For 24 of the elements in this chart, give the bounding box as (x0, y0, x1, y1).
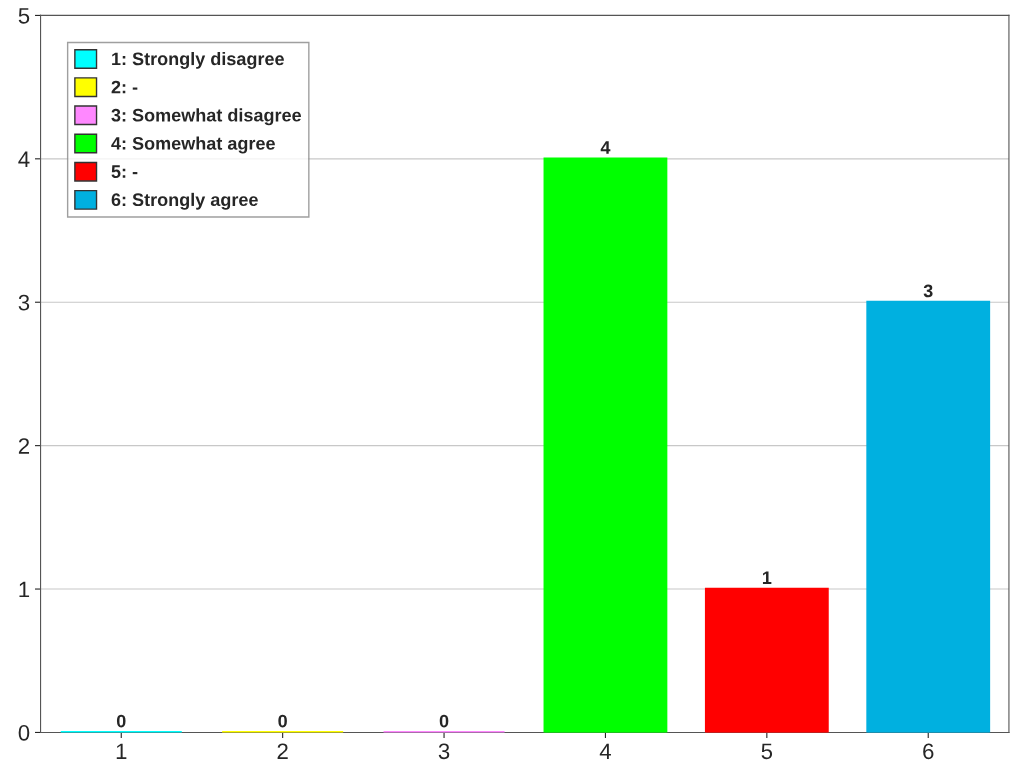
data-label: 0 (278, 714, 287, 728)
data-label: 0 (439, 714, 449, 728)
legend-label: 4: Somewhat agree (111, 136, 275, 154)
y-tick-label: 5 (18, 8, 30, 24)
legend-label: 1: Strongly disagree (112, 51, 284, 69)
x-tick-label: 5 (761, 743, 773, 760)
y-tick-label: 3 (18, 294, 30, 311)
y-tick-label: 4 (18, 151, 30, 167)
data-label: 3 (923, 284, 933, 298)
legend-label: 5: - (111, 165, 138, 178)
legend-label: 6: Strongly agree (111, 192, 258, 210)
x-tick-label: 3 (438, 743, 450, 760)
y-tick-label: 0 (18, 724, 30, 741)
y-tick-label: 2 (18, 438, 30, 454)
data-label: 0 (116, 714, 126, 728)
x-tick-label: 4 (599, 743, 611, 759)
x-tick-label: 1 (116, 743, 127, 759)
data-label: 1 (762, 571, 772, 584)
y-tick-label: 1 (19, 581, 30, 598)
legend-label: 2: - (111, 80, 138, 94)
data-label: 4 (600, 141, 611, 154)
legend-label: 3: Somewhat disagree (111, 108, 302, 126)
x-tick-label: 2 (277, 743, 288, 759)
x-tick-label: 6 (923, 743, 934, 760)
